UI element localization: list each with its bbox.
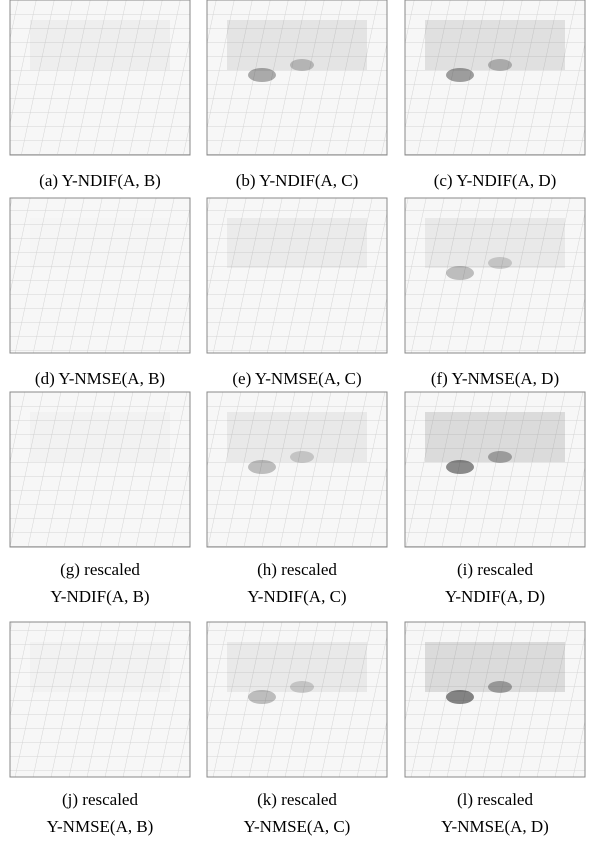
car-shape bbox=[446, 68, 474, 82]
image-shading bbox=[30, 412, 170, 462]
caption: (g) rescaled bbox=[60, 560, 140, 579]
car-shape bbox=[248, 68, 276, 82]
caption: (e) Y-NMSE(A, C) bbox=[232, 369, 361, 388]
image-shading bbox=[30, 642, 170, 692]
caption: (c) Y-NDIF(A, D) bbox=[434, 171, 557, 190]
caption: Y-NDIF(A, D) bbox=[445, 587, 545, 606]
page: {"figure": {"panels": [ {"caption": ["(a… bbox=[0, 0, 594, 852]
caption: Y-NMSE(A, C) bbox=[244, 817, 351, 836]
figure: (a) Y-NDIF(A, B) (b) Y-NDIF(A, C) (c) Y-ND… bbox=[0, 0, 594, 852]
car-shape bbox=[488, 451, 512, 463]
car-shape bbox=[290, 451, 314, 463]
car-shape bbox=[446, 690, 474, 704]
car-shape bbox=[290, 59, 314, 71]
caption: (i) rescaled bbox=[457, 560, 533, 579]
caption: (h) rescaled bbox=[257, 560, 337, 579]
caption: (k) rescaled bbox=[257, 790, 337, 809]
car-shape bbox=[446, 460, 474, 474]
car-shape bbox=[290, 681, 314, 693]
car-shape bbox=[488, 59, 512, 71]
car-shape bbox=[488, 257, 512, 269]
image-shading bbox=[30, 218, 170, 268]
caption: Y-NMSE(A, B) bbox=[47, 817, 154, 836]
caption: (d) Y-NMSE(A, B) bbox=[35, 369, 165, 388]
caption: (j) rescaled bbox=[62, 790, 138, 809]
caption: (b) Y-NDIF(A, C) bbox=[236, 171, 359, 190]
image-shading bbox=[227, 218, 367, 268]
car-shape bbox=[248, 460, 276, 474]
caption: (a) Y-NDIF(A, B) bbox=[39, 171, 161, 190]
caption: Y-NDIF(A, C) bbox=[247, 587, 346, 606]
car-shape bbox=[488, 681, 512, 693]
caption: Y-NMSE(A, D) bbox=[441, 817, 549, 836]
image-shading bbox=[30, 20, 170, 70]
caption: (l) rescaled bbox=[457, 790, 533, 809]
car-shape bbox=[446, 266, 474, 280]
caption: Y-NDIF(A, B) bbox=[50, 587, 149, 606]
caption: (f) Y-NMSE(A, D) bbox=[431, 369, 559, 388]
car-shape bbox=[248, 690, 276, 704]
